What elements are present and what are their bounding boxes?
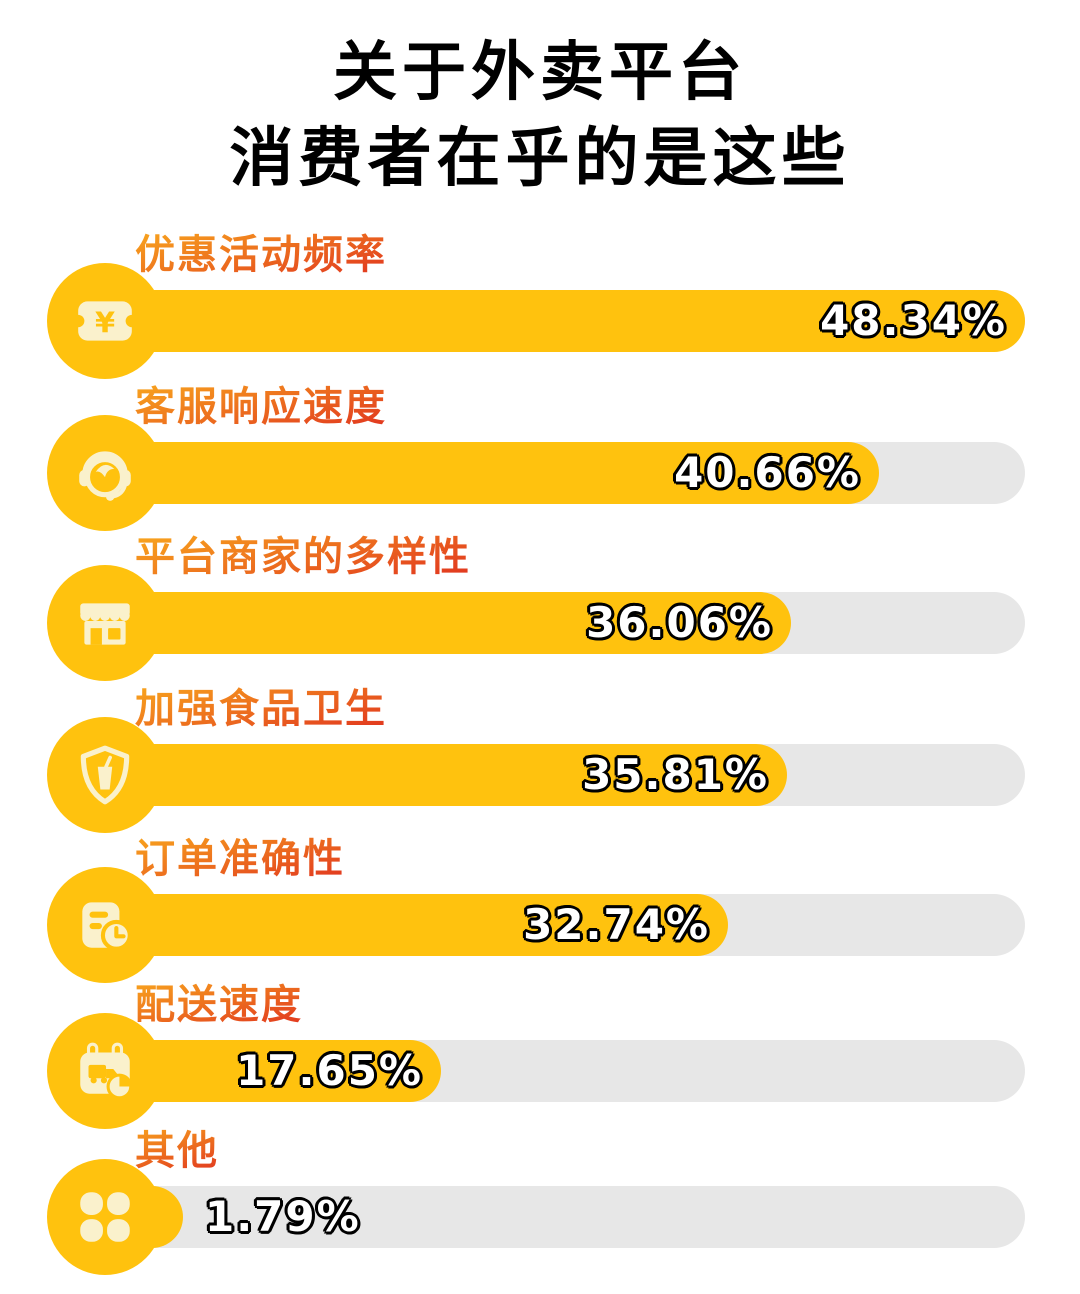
title-line-1: 关于外卖平台 <box>333 36 747 110</box>
bar-fill <box>75 442 879 504</box>
clover-icon <box>47 1159 163 1275</box>
value-label: 17.65% <box>236 1046 423 1095</box>
chart-row-service-response: 客服响应速度 40.66% <box>0 374 1080 531</box>
category-label: 配送速度 <box>135 972 303 1030</box>
category-label: 平台商家的多样性 <box>135 524 471 582</box>
bar: 40.66% <box>47 415 1025 531</box>
chart-row-order-accuracy: 订单准确性 32.74% <box>0 826 1080 983</box>
svg-text:¥: ¥ <box>95 305 115 339</box>
truck-calendar-icon <box>47 1013 163 1129</box>
bar: 35.81% <box>47 717 1025 833</box>
value-label: 35.81% <box>582 750 769 799</box>
value-label: 32.74% <box>523 900 710 949</box>
category-label: 加强食品卫生 <box>135 676 387 734</box>
value-label: 1.79% <box>205 1192 361 1241</box>
shield-drink-icon <box>47 717 163 833</box>
chart-row-other: 其他 1.79% <box>0 1118 1080 1275</box>
value-label: 36.06% <box>586 598 773 647</box>
category-label: 客服响应速度 <box>135 374 387 432</box>
bar: 1.79% <box>47 1159 1025 1275</box>
bar-fill <box>75 894 728 956</box>
page-title: 关于外卖平台 消费者在乎的是这些 <box>0 30 1080 203</box>
bar-track <box>75 1186 1025 1248</box>
coupon-yen-icon: ¥ <box>47 263 163 379</box>
chart-row-merchant-variety: 平台商家的多样性 36.06% <box>0 524 1080 681</box>
category-label: 其他 <box>135 1118 219 1176</box>
storefront-icon <box>47 565 163 681</box>
bar-fill <box>75 592 791 654</box>
chart-row-food-hygiene: 加强食品卫生 35.81% <box>0 676 1080 833</box>
bar: ¥ 48.34% <box>47 263 1025 379</box>
chart-row-discount-frequency: 优惠活动频率 ¥ 48.34% <box>0 222 1080 379</box>
bar-fill <box>75 290 1025 352</box>
headset-agent-icon <box>47 415 163 531</box>
value-label: 40.66% <box>674 448 861 497</box>
category-label: 订单准确性 <box>135 826 345 884</box>
category-label: 优惠活动频率 <box>135 222 387 280</box>
bar: 36.06% <box>47 565 1025 681</box>
order-list-clock-icon <box>47 867 163 983</box>
bar-fill <box>75 744 787 806</box>
bar: 32.74% <box>47 867 1025 983</box>
chart-row-delivery-speed: 配送速度 17.65% <box>0 972 1080 1129</box>
value-label: 48.34% <box>820 296 1007 345</box>
bar: 17.65% <box>47 1013 1025 1129</box>
title-line-2: 消费者在乎的是这些 <box>229 122 851 197</box>
